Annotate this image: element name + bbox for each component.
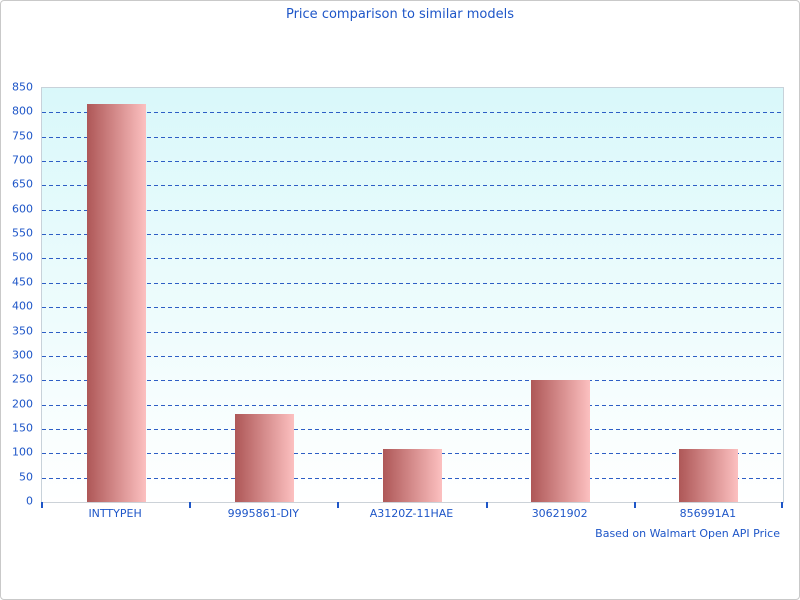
plot-area bbox=[41, 87, 784, 503]
gridline bbox=[42, 136, 783, 138]
bar-30621902 bbox=[531, 380, 591, 502]
y-axis-label: 200 bbox=[12, 397, 33, 411]
y-axis-label: 850 bbox=[12, 80, 33, 94]
y-axis-label: 300 bbox=[12, 348, 33, 362]
y-axis-label: 700 bbox=[12, 153, 33, 167]
x-axis-tick bbox=[781, 502, 783, 508]
x-axis-tick bbox=[337, 502, 340, 508]
x-axis-label: A3120Z-11HAE bbox=[369, 507, 454, 520]
bar-9995861-DIY bbox=[234, 414, 294, 502]
x-axis-label: 30621902 bbox=[531, 507, 588, 520]
gridline bbox=[42, 209, 783, 211]
y-axis-label: 450 bbox=[12, 275, 33, 289]
x-axis-tick bbox=[41, 502, 43, 508]
y-axis-label: 250 bbox=[12, 372, 33, 386]
bar-INTTYPEH bbox=[86, 103, 146, 502]
bar-A3120Z-11HAE bbox=[383, 449, 442, 502]
x-axis-ticks bbox=[41, 502, 783, 509]
x-axis-label: 856991A1 bbox=[679, 507, 737, 520]
y-axis-label: 500 bbox=[12, 250, 33, 264]
gridline bbox=[42, 355, 783, 357]
x-axis-tick bbox=[485, 502, 488, 508]
gridline bbox=[42, 234, 783, 236]
y-axis-label: 150 bbox=[12, 421, 33, 435]
y-axis: 0 50 100 150 200 250 300 350 400 450 500 550 600 650 7… bbox=[1, 81, 33, 508]
gridline bbox=[42, 307, 783, 309]
y-axis-label: 550 bbox=[12, 226, 33, 240]
bar-856991A1 bbox=[679, 449, 739, 502]
x-axis-tick bbox=[189, 502, 192, 508]
gridline bbox=[42, 380, 783, 382]
x-axis-labels: INTTYPEH 9995861-DIY A3120Z-11HAE 30621902 8… bbox=[41, 507, 782, 523]
gridline bbox=[42, 331, 783, 333]
footer-note: Based on Walmart Open API Price bbox=[595, 527, 780, 540]
gridline bbox=[42, 161, 783, 163]
gridline bbox=[42, 428, 783, 430]
y-axis-label: 600 bbox=[12, 202, 33, 216]
gridline bbox=[42, 404, 783, 406]
y-axis-label: 350 bbox=[12, 324, 33, 338]
gridline bbox=[42, 258, 783, 260]
y-axis-label: 400 bbox=[12, 299, 33, 313]
x-axis-tick bbox=[633, 502, 636, 508]
y-axis-label: 0 bbox=[26, 494, 33, 508]
gridline bbox=[42, 185, 783, 187]
x-axis-label: INTTYPEH bbox=[88, 507, 142, 520]
y-axis-label: 750 bbox=[12, 129, 33, 143]
gridline bbox=[42, 112, 783, 114]
x-axis-label: 9995861-DIY bbox=[227, 507, 299, 520]
chart-title: Price comparison to similar models bbox=[285, 7, 515, 22]
gridline bbox=[42, 282, 783, 284]
y-axis-label: 650 bbox=[12, 177, 33, 191]
y-axis-label: 50 bbox=[19, 470, 33, 484]
y-axis-label: 100 bbox=[12, 445, 33, 459]
y-axis-label: 800 bbox=[12, 104, 33, 118]
